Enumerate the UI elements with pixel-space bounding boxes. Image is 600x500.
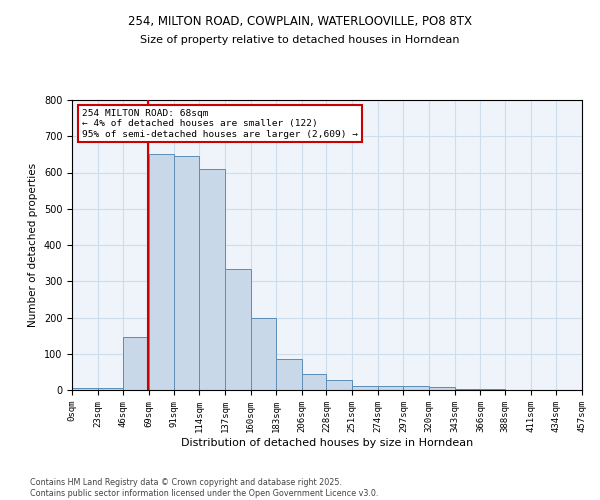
Bar <box>199 169 225 390</box>
Text: Size of property relative to detached houses in Horndean: Size of property relative to detached ho… <box>140 35 460 45</box>
Bar <box>124 338 149 390</box>
Text: Contains HM Land Registry data © Crown copyright and database right 2025.
Contai: Contains HM Land Registry data © Crown c… <box>30 478 379 498</box>
Bar <box>455 389 481 390</box>
Bar <box>326 380 352 390</box>
Bar <box>302 374 326 390</box>
Bar <box>403 386 429 390</box>
Bar <box>378 386 403 390</box>
Y-axis label: Number of detached properties: Number of detached properties <box>28 163 38 327</box>
Bar <box>251 318 276 390</box>
Bar <box>173 156 199 390</box>
Bar <box>276 359 302 390</box>
Bar <box>429 388 455 390</box>
Bar <box>225 268 251 390</box>
Bar <box>98 388 124 390</box>
Text: 254, MILTON ROAD, COWPLAIN, WATERLOOVILLE, PO8 8TX: 254, MILTON ROAD, COWPLAIN, WATERLOOVILL… <box>128 15 472 28</box>
Bar <box>149 154 173 390</box>
X-axis label: Distribution of detached houses by size in Horndean: Distribution of detached houses by size … <box>181 438 473 448</box>
Bar <box>352 386 378 390</box>
Bar <box>72 388 98 390</box>
Text: 254 MILTON ROAD: 68sqm
← 4% of detached houses are smaller (122)
95% of semi-det: 254 MILTON ROAD: 68sqm ← 4% of detached … <box>82 108 358 138</box>
